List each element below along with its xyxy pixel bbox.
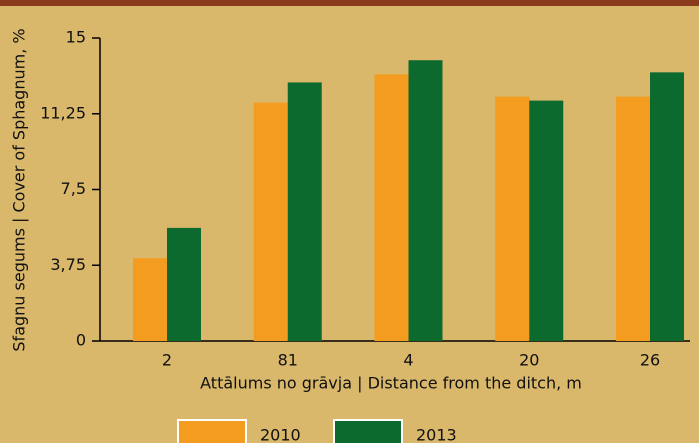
- y-tick-label: 3,75: [50, 255, 86, 274]
- y-tick-label: 11,25: [40, 103, 86, 122]
- x-tick-label: 81: [278, 351, 298, 370]
- x-tick-label: 26: [640, 351, 660, 370]
- legend-label: 2013: [416, 426, 457, 443]
- bar: [253, 102, 288, 341]
- x-tick-label: 20: [519, 351, 539, 370]
- legend-swatch: [177, 419, 247, 443]
- y-tick-label: 15: [66, 28, 86, 47]
- x-tick-label: 2: [162, 351, 172, 370]
- bar: [133, 258, 167, 341]
- bar: [287, 82, 322, 341]
- bar: [650, 72, 684, 341]
- top-stripe: [0, 0, 699, 6]
- y-tick-label: 7,5: [61, 179, 86, 198]
- bar: [495, 96, 530, 341]
- bar: [529, 100, 564, 342]
- bar: [374, 74, 409, 342]
- y-tick-label: 0: [76, 331, 86, 350]
- legend-swatch: [333, 419, 403, 443]
- bar: [408, 60, 443, 341]
- legend-label: 2010: [260, 426, 301, 443]
- y-axis-title: Sfagnu segums | Cover of Sphagnum, %: [10, 28, 29, 351]
- bar: [616, 96, 650, 341]
- bar: [167, 227, 201, 341]
- x-tick-label: 4: [403, 351, 413, 370]
- x-axis-title: Attālums no grāvja | Distance from the d…: [200, 374, 582, 393]
